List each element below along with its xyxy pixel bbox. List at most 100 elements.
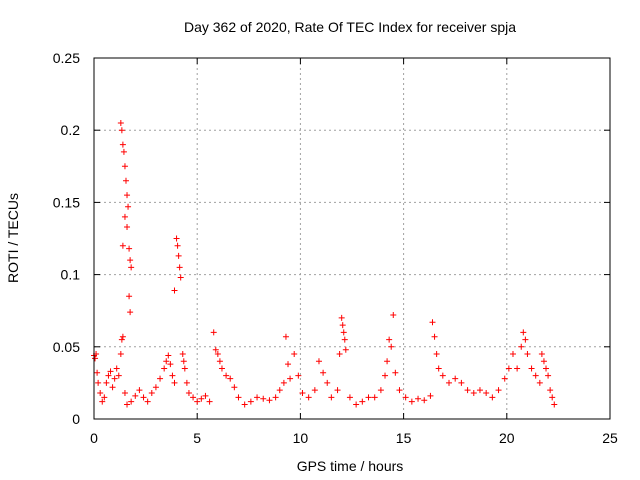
data-point [92,355,99,362]
data-point [119,141,126,148]
data-point [117,351,124,358]
data-point [144,398,151,405]
data-point [470,390,477,397]
data-point [148,390,155,397]
data-point [190,394,197,401]
data-point [206,398,213,405]
data-point [247,398,254,405]
data-point [218,365,225,372]
data-point [176,264,183,271]
data-point [280,379,287,386]
data-point [295,372,302,379]
data-point [128,398,135,405]
data-point [231,384,238,391]
data-point [105,372,112,379]
data-point [140,394,147,401]
data-point [174,242,181,249]
data-point [169,372,176,379]
x-tick-labels: 0 5 10 15 20 25 [90,430,618,446]
chart-title: Day 362 of 2020, Rate Of TEC Index for r… [184,19,516,35]
data-point [121,390,128,397]
x-tick-label: 15 [396,430,412,446]
data-point [429,319,436,326]
data-point [324,379,331,386]
data-point [227,375,234,382]
data-point [198,395,205,402]
data-point [509,351,516,358]
data-point [435,365,442,372]
y-tick-label: 0 [72,411,80,427]
data-point [266,397,273,404]
y-tick-label: 0.1 [61,267,81,283]
data-point [439,372,446,379]
data-point [185,390,192,397]
data-point [377,387,384,394]
data-point [311,387,318,394]
data-point [388,343,395,350]
data-point [175,252,182,259]
data-point [524,351,531,358]
data-point [458,379,465,386]
data-point [94,369,101,376]
y-tick-labels: 0 0.05 0.1 0.15 0.2 0.25 [53,50,80,427]
y-tick-label: 0.2 [61,122,81,138]
data-point [339,322,346,329]
data-point [371,394,378,401]
x-axis-label: GPS time / hours [297,458,404,474]
data-point [522,336,529,343]
data-point [272,394,279,401]
data-point [180,358,187,365]
data-point [113,365,120,372]
data-point [538,351,545,358]
data-point [390,312,397,319]
data-point [282,333,289,340]
data-point [353,401,360,408]
data-point [532,372,539,379]
data-point [132,392,139,399]
data-point [427,392,434,399]
data-point [342,346,349,353]
data-point [223,372,230,379]
data-point [125,203,132,210]
data-point [136,387,143,394]
data-point [181,365,188,372]
data-point [336,351,343,358]
data-point [120,148,127,155]
data-point [452,375,459,382]
data-point [254,394,261,401]
data-point [396,387,403,394]
data-point [103,379,110,386]
data-point [359,398,366,405]
y-axis-label: ROTI / TECUs [5,193,21,283]
data-point [101,394,108,401]
data-point [334,387,341,394]
data-point [495,387,502,394]
data-point [431,333,438,340]
data-point [392,369,399,376]
data-point [109,384,116,391]
data-point [173,235,180,242]
x-tick-label: 20 [499,430,515,446]
data-point [384,358,391,365]
data-point [128,264,135,271]
data-point [520,329,527,336]
data-point [382,372,389,379]
data-point [408,398,415,405]
data-point [340,329,347,336]
data-point [163,358,170,365]
data-point [536,379,543,386]
data-point [118,127,125,134]
data-point [476,387,483,394]
data-point [415,395,422,402]
data-point [540,358,547,365]
data-point [547,387,554,394]
data-point [165,352,172,359]
data-point [341,336,348,343]
data-point [235,394,242,401]
data-point [124,401,131,408]
data-point [346,394,353,401]
x-tick-label: 0 [90,430,98,446]
data-point [386,336,393,343]
data-point [171,379,178,386]
